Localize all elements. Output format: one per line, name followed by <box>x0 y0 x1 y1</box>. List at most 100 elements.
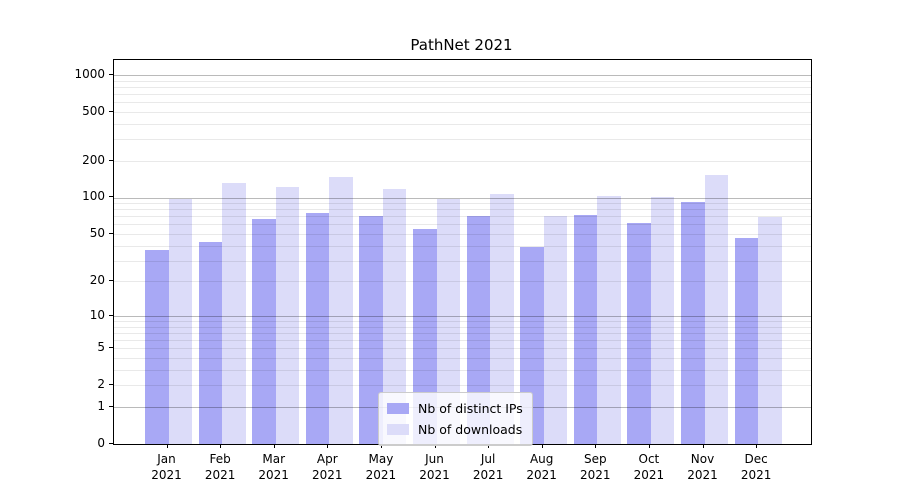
minor-gridline <box>114 209 811 211</box>
y-tick-label: 0 <box>97 436 105 450</box>
minor-gridline <box>114 260 811 262</box>
y-tick-mark <box>109 384 113 386</box>
bar-sep-2021-s0 <box>573 214 598 444</box>
minor-gridline <box>114 358 811 359</box>
bar-nov-2021-s0 <box>681 202 705 444</box>
y-tick-mark <box>109 405 113 407</box>
x-tick-mark <box>541 444 543 448</box>
y-tick-mark <box>109 73 113 75</box>
minor-gridline <box>114 203 811 204</box>
x-tick-mark <box>756 444 758 448</box>
bar-apr-2021-s1 <box>329 176 353 444</box>
legend-swatch-distinct-ips <box>387 403 409 414</box>
y-tick-mark <box>109 443 113 444</box>
plot-area <box>113 59 812 445</box>
x-tick-mark <box>273 444 275 448</box>
minor-gridline <box>114 139 811 141</box>
minor-gridline <box>114 321 811 322</box>
y-tick-label: 1 <box>97 398 105 413</box>
x-tick-mark <box>327 444 329 448</box>
x-tick-label: Aug 2021 <box>526 452 557 482</box>
bar-apr-2021-s0 <box>305 212 330 444</box>
major-gridline <box>114 197 811 199</box>
bar-sep-2021-s1 <box>597 195 621 444</box>
x-tick-label: Jan 2021 <box>151 452 182 482</box>
bar-jul-2021-s0 <box>466 216 491 444</box>
minor-gridline <box>114 123 811 125</box>
minor-gridline <box>114 224 811 226</box>
y-tick-label: 10 <box>89 307 105 322</box>
minor-gridline <box>114 234 811 235</box>
bar-mar-2021-s0 <box>252 219 276 444</box>
minor-gridline <box>114 340 811 342</box>
minor-gridline <box>114 245 811 247</box>
x-tick-label: Mar 2021 <box>258 452 289 482</box>
legend-label-distinct-ips: Nb of distinct IPs <box>418 401 523 416</box>
x-tick-label: Jun 2021 <box>419 452 450 482</box>
x-tick-mark <box>220 444 222 448</box>
x-tick-mark <box>166 444 168 448</box>
x-tick-mark <box>595 444 597 448</box>
y-tick-label: 200 <box>82 152 105 167</box>
bar-dec-2021-s0 <box>734 238 759 444</box>
y-tick-mark <box>109 196 113 198</box>
y-tick-mark <box>109 232 113 234</box>
bar-jan-2021-s1 <box>168 199 192 444</box>
minor-gridline <box>114 385 811 387</box>
y-tick-mark <box>109 159 113 161</box>
x-tick-label: Feb 2021 <box>204 452 236 482</box>
bar-jan-2021-s0 <box>145 249 169 444</box>
x-tick-label: Dec 2021 <box>740 452 772 482</box>
chart-title: PathNet 2021 <box>410 36 513 54</box>
legend-item-distinct-ips: Nb of distinct IPs <box>387 398 523 419</box>
minor-gridline <box>114 94 811 95</box>
bar-jun-2021-s0 <box>413 228 437 444</box>
minor-gridline <box>114 326 811 328</box>
minor-gridline <box>114 111 811 113</box>
minor-gridline <box>114 216 811 218</box>
bar-jul-2021-s1 <box>490 193 514 444</box>
minor-gridline <box>114 281 811 283</box>
minor-gridline <box>114 102 811 104</box>
legend: Nb of distinct IPs Nb of downloads <box>378 392 533 446</box>
major-gridline <box>114 74 811 76</box>
x-tick-mark <box>380 444 382 448</box>
minor-gridline <box>114 369 811 371</box>
minor-gridline <box>114 332 811 334</box>
bar-oct-2021-s1 <box>650 196 675 444</box>
y-tick-mark <box>109 347 113 349</box>
bar-feb-2021-s1 <box>222 182 246 444</box>
x-tick-label: May 2021 <box>365 452 397 482</box>
bar-dec-2021-s1 <box>758 217 782 444</box>
x-tick-label: Nov 2021 <box>687 452 718 482</box>
x-tick-label: Jul 2021 <box>472 452 504 482</box>
legend-item-downloads: Nb of downloads <box>387 419 523 440</box>
minor-gridline <box>114 348 811 350</box>
bar-may-2021-s0 <box>359 216 383 444</box>
y-tick-label: 50 <box>89 225 105 240</box>
y-tick-mark <box>109 280 113 282</box>
legend-label-downloads: Nb of downloads <box>418 422 523 437</box>
y-tick-label: 500 <box>82 103 105 118</box>
x-tick-label: Sep 2021 <box>580 452 611 482</box>
y-tick-label: 5 <box>97 340 105 355</box>
x-tick-label: Apr 2021 <box>312 452 343 482</box>
x-tick-mark <box>434 444 436 448</box>
y-tick-mark <box>109 110 113 112</box>
minor-gridline <box>114 160 811 162</box>
x-tick-mark <box>648 444 650 448</box>
x-tick-label: Oct 2021 <box>633 452 665 482</box>
bar-may-2021-s1 <box>382 189 407 444</box>
minor-gridline <box>114 86 811 88</box>
bar-oct-2021-s0 <box>627 222 651 444</box>
bar-feb-2021-s0 <box>198 241 223 444</box>
major-gridline <box>114 315 811 317</box>
y-tick-label: 100 <box>82 189 105 204</box>
bar-nov-2021-s1 <box>704 175 728 444</box>
y-tick-label: 1000 <box>74 66 105 81</box>
y-tick-mark <box>109 314 113 316</box>
bar-jun-2021-s1 <box>436 199 460 444</box>
x-tick-mark <box>488 444 490 448</box>
y-tick-label: 2 <box>97 377 105 392</box>
